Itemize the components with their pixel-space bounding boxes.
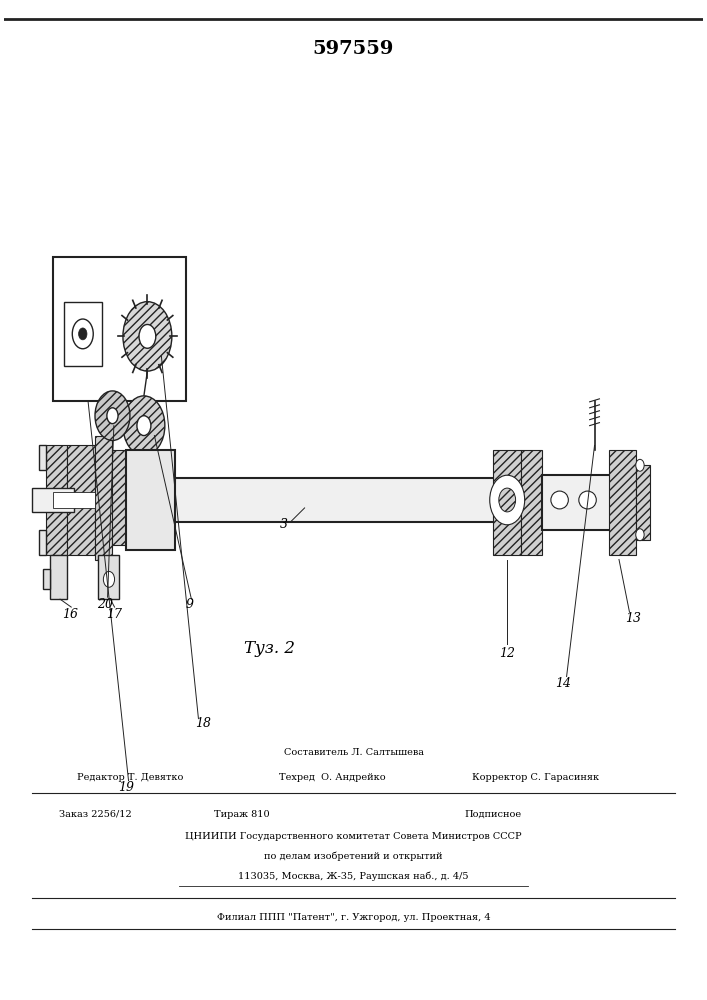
Bar [32, 488, 74, 512]
Bar [112, 450, 127, 545]
Bar [39, 530, 46, 555]
Ellipse shape [551, 491, 568, 509]
Text: 14: 14 [555, 677, 571, 690]
Bar [636, 465, 650, 540]
Text: 17: 17 [107, 608, 122, 621]
Text: Корректор С. Гарасиняк: Корректор С. Гарасиняк [472, 773, 599, 782]
Text: 19: 19 [119, 781, 134, 794]
Bar [609, 450, 636, 555]
Circle shape [636, 459, 644, 471]
Circle shape [499, 488, 515, 512]
Circle shape [490, 475, 525, 525]
Circle shape [123, 302, 172, 371]
Text: Тираж 810: Тираж 810 [214, 810, 269, 819]
Bar [98, 555, 119, 599]
Circle shape [78, 328, 87, 340]
Bar [493, 450, 521, 555]
Text: 3: 3 [280, 518, 288, 531]
Bar [64, 302, 102, 366]
Bar [67, 445, 95, 555]
Text: 113035, Москва, Ж-35, Раушская наб., д. 4/5: 113035, Москва, Ж-35, Раушская наб., д. … [238, 871, 469, 881]
Bar [127, 478, 507, 522]
Text: Подписное: Подписное [464, 810, 522, 819]
Circle shape [72, 319, 93, 349]
Text: 597559: 597559 [312, 40, 395, 58]
Text: ЦНИИПИ Государственного комитетат Совета Министров СССР: ЦНИИПИ Государственного комитетат Совета… [185, 832, 522, 841]
Bar [542, 475, 612, 530]
Text: по делам изобретений и открытий: по делам изобретений и открытий [264, 851, 443, 861]
Bar [521, 450, 542, 555]
Text: Редактор Т. Девятко: Редактор Т. Девятко [77, 773, 183, 782]
Circle shape [137, 416, 151, 436]
Circle shape [139, 324, 156, 348]
Circle shape [636, 529, 644, 541]
Circle shape [95, 391, 130, 440]
Text: 16: 16 [62, 608, 78, 621]
Ellipse shape [579, 491, 596, 509]
Text: 20: 20 [98, 598, 113, 611]
Circle shape [107, 408, 118, 424]
Bar [53, 257, 186, 401]
Text: 12: 12 [499, 647, 515, 660]
Text: 9: 9 [185, 598, 193, 611]
Text: Филиал ППП "Патент", г. Ужгород, ул. Проектная, 4: Филиал ППП "Патент", г. Ужгород, ул. Про… [216, 913, 491, 922]
Circle shape [103, 571, 115, 587]
Text: Τуз. 2: Τуз. 2 [244, 640, 295, 657]
Bar [127, 450, 175, 550]
Text: Техред  О. Андрейко: Техред О. Андрейко [279, 773, 386, 782]
Bar [42, 569, 49, 589]
Circle shape [123, 396, 165, 455]
Bar [95, 436, 112, 560]
Bar [49, 555, 67, 599]
Text: 13: 13 [625, 612, 641, 626]
Bar [53, 492, 95, 508]
Text: Заказ 2256/12: Заказ 2256/12 [59, 810, 132, 819]
Text: 18: 18 [195, 717, 211, 730]
Bar [39, 445, 46, 470]
Bar [46, 445, 67, 555]
Text: Составитель Л. Салтышева: Составитель Л. Салтышева [284, 748, 423, 757]
